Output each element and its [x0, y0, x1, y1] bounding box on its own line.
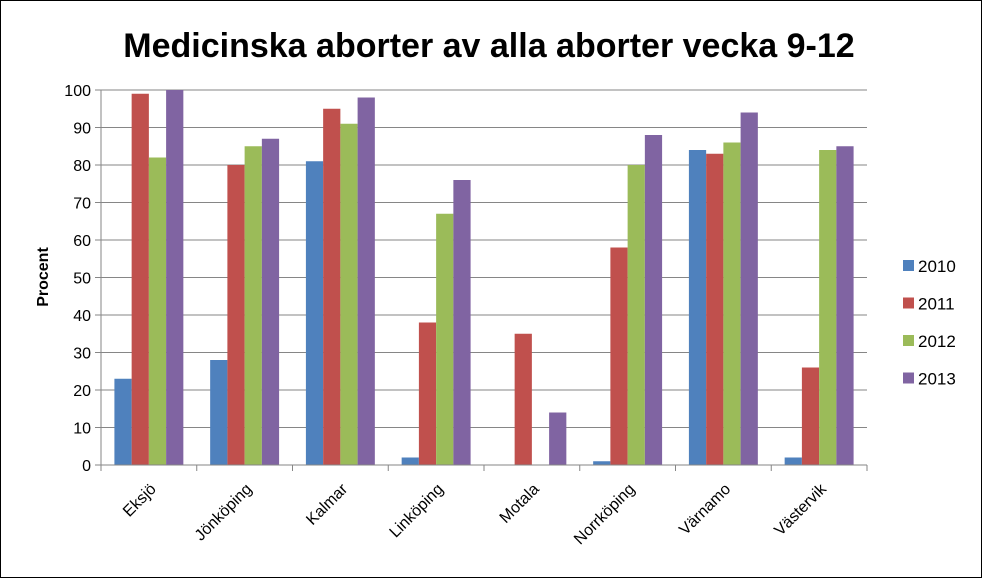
x-tick-label: Värnamo	[676, 481, 734, 539]
bar-2011-2	[323, 108, 341, 465]
y-tick-label: 40	[73, 308, 91, 325]
bar-2010-0	[114, 378, 132, 465]
legend-swatch-2011	[903, 297, 914, 309]
y-tick-label: 30	[73, 346, 91, 363]
legend-label-2011: 2011	[918, 295, 955, 314]
bar-2011-1	[227, 165, 245, 465]
legend-swatch-2012	[903, 335, 914, 346]
x-tick-label: Kalmar	[303, 480, 351, 528]
bar-2011-6	[706, 153, 724, 465]
bar-2013-2	[357, 97, 375, 465]
bar-2012-3	[436, 213, 454, 465]
bar-2013-5	[644, 135, 663, 465]
bar-2012-2	[340, 123, 358, 465]
x-tick-label: Linköping	[386, 481, 446, 541]
y-tick-labels: 0 10 20 30 40 50 60 70 80 90 100	[64, 83, 91, 475]
bar-2011-0	[131, 93, 149, 465]
bar-2013-1	[261, 138, 280, 465]
y-tick-label: 60	[73, 233, 91, 250]
bar-2012-5	[627, 165, 645, 465]
y-tick-label: 0	[82, 458, 91, 475]
y-axis-label: Procent	[35, 247, 52, 307]
bar-2013-3	[453, 180, 471, 465]
y-tick-label: 100	[64, 83, 91, 100]
bar-2010-1	[210, 360, 228, 465]
bar-2013-7	[836, 146, 854, 465]
bar-2012-0	[148, 157, 167, 465]
y-tick-label: 10	[73, 421, 91, 438]
y-tick-label: 90	[73, 121, 91, 138]
legend: 2010 2011 2012 2013	[903, 257, 956, 389]
bar-2011-7	[801, 367, 820, 465]
bar-2010-6	[688, 150, 707, 465]
chart-title: Medicinska aborter av alla aborter vecka…	[123, 27, 854, 65]
bar-2010-3	[401, 457, 419, 465]
x-tick-labels: Eksjö Jönköping Kalmar Linköping Motala Norrk…	[120, 480, 831, 548]
legend-swatch-2010	[903, 260, 914, 271]
bar-2010-2	[305, 161, 324, 465]
y-tick-label: 20	[73, 383, 91, 400]
axes	[95, 89, 868, 471]
y-tick-label: 50	[73, 271, 91, 288]
y-tick-label: 80	[73, 158, 91, 175]
legend-swatch-2013	[903, 372, 914, 384]
x-tick-label: Norrköping	[571, 481, 638, 548]
x-tick-label: Jönköping	[192, 481, 256, 545]
bar-2012-1	[244, 146, 262, 465]
bar-2010-5	[593, 461, 611, 465]
bar-2013-6	[740, 112, 758, 465]
legend-label-2013: 2013	[918, 370, 956, 389]
y-tick-label: 70	[73, 196, 91, 213]
bar-2013-4	[549, 412, 567, 465]
x-tick-label: Västervik	[771, 480, 830, 539]
bar-2011-5	[610, 247, 628, 465]
bar-2013-0	[166, 90, 184, 465]
legend-label-2012: 2012	[918, 332, 956, 351]
bar-2011-3	[418, 322, 437, 465]
bar-2010-7	[784, 457, 802, 465]
legend-label-2010: 2010	[918, 257, 956, 276]
bar-2011-4	[514, 333, 532, 465]
bar-2012-7	[819, 150, 837, 465]
x-tick-label: Motala	[497, 481, 543, 527]
bars	[114, 90, 854, 465]
x-tick-label: Eksjö	[120, 481, 160, 521]
bar-2012-6	[723, 142, 741, 465]
